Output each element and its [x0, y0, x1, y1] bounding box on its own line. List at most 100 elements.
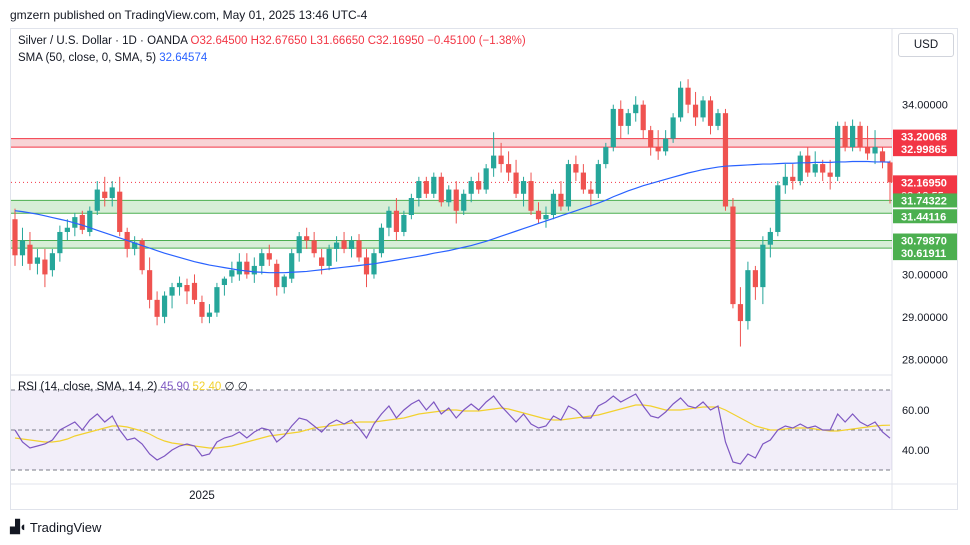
candle-body — [476, 181, 482, 190]
price-tick-label: 29.00000 — [902, 312, 948, 324]
candle-body — [543, 215, 549, 220]
candle-89 — [677, 81, 684, 122]
candle-51 — [393, 198, 400, 241]
candle-55 — [423, 176, 429, 199]
candle-body — [461, 193, 467, 211]
candle-body — [259, 253, 265, 266]
candle-39 — [304, 227, 310, 249]
price-label-box — [893, 209, 957, 224]
candle-86 — [655, 130, 661, 160]
candle-body — [565, 164, 572, 207]
candle-14 — [117, 176, 123, 237]
candle-108 — [820, 159, 826, 182]
candle-17 — [139, 238, 145, 275]
candle-body — [685, 87, 691, 105]
rsi-value: 45.90 — [160, 381, 190, 393]
rsi-extra: ∅ ∅ — [224, 381, 248, 393]
price-label-box — [893, 246, 957, 261]
close-value: C32.16950 — [367, 35, 425, 47]
candle-12 — [102, 176, 108, 207]
candle-117 — [887, 160, 893, 204]
candle-19 — [154, 291, 160, 326]
candle-body — [505, 164, 512, 173]
footer-brand[interactable]: ▟◖ TradingView — [10, 519, 101, 535]
price-label-resistance: 32.99865 — [893, 142, 957, 157]
symbol-title[interactable]: Silver / U.S. Dollar · 1D · OANDA — [18, 35, 188, 47]
candle-body — [102, 191, 108, 199]
candle-1 — [19, 227, 26, 266]
candle-26 — [206, 304, 213, 324]
candle-114 — [864, 125, 871, 160]
candle-21 — [169, 282, 175, 309]
price-tick-label: 30.00000 — [902, 269, 948, 281]
candle-body — [857, 125, 863, 148]
candle-body — [610, 108, 616, 148]
candle-101 — [767, 227, 773, 258]
candle-body — [266, 253, 272, 260]
candle-body — [715, 113, 721, 126]
sma-label[interactable]: SMA (50, close, 0, SMA, 5) — [18, 52, 157, 64]
candle-99 — [752, 265, 758, 300]
candle-body — [491, 155, 497, 169]
candle-body — [707, 100, 714, 126]
price-label-box — [893, 129, 957, 144]
candle-2 — [27, 231, 33, 271]
candle-37 — [289, 248, 295, 283]
candle-body — [850, 125, 856, 148]
candle-body — [139, 240, 145, 271]
candle-54 — [416, 176, 422, 207]
candle-73 — [558, 181, 564, 211]
candle-0 — [12, 208, 18, 266]
candle-body — [887, 162, 893, 183]
candle-body — [483, 168, 489, 190]
candle-41 — [319, 248, 325, 275]
tv-logo-icon: ▟◖ — [10, 519, 27, 534]
currency-button[interactable]: USD — [898, 33, 954, 57]
candle-52 — [401, 210, 407, 237]
candle-body — [221, 278, 228, 286]
candle-24 — [191, 274, 198, 305]
price-label-text: 30.61911 — [901, 248, 946, 260]
candle-body — [588, 189, 594, 194]
candle-body — [730, 206, 736, 305]
candle-74 — [565, 159, 572, 211]
candle-body — [737, 304, 744, 322]
candle-111 — [842, 121, 848, 152]
candle-105 — [797, 151, 803, 186]
rsi-label[interactable]: RSI (14, close, SMA, 14, 2) — [18, 381, 158, 393]
candle-63 — [483, 164, 489, 194]
candle-107 — [812, 151, 818, 177]
candle-body — [618, 108, 624, 126]
candle-body — [319, 257, 325, 266]
candle-body — [236, 261, 242, 275]
zone-resistance — [11, 138, 892, 148]
rsi-line — [14, 393, 891, 465]
candle-18 — [147, 257, 153, 309]
candle-body — [416, 181, 422, 199]
candle-body — [214, 287, 220, 313]
candle-body — [648, 130, 654, 148]
candle-body — [326, 248, 332, 266]
candle-body — [169, 287, 175, 296]
candle-10 — [87, 206, 93, 237]
candle-body — [311, 240, 317, 254]
candle-30 — [236, 253, 242, 281]
candle-body — [745, 270, 751, 322]
candle-body — [767, 231, 773, 245]
candle-57 — [438, 172, 444, 207]
candle-25 — [199, 295, 205, 324]
open-value: O32.64500 — [190, 35, 248, 47]
candle-82 — [625, 108, 631, 135]
price-label-box — [893, 193, 957, 208]
candle-69 — [528, 172, 534, 215]
candle-body — [132, 242, 138, 249]
candle-body — [87, 210, 93, 232]
candle-15 — [124, 227, 130, 258]
candle-body — [49, 253, 55, 271]
price-label-text: 31.74322 — [901, 195, 947, 207]
brand-name: TradingView — [29, 519, 102, 535]
candle-78 — [595, 159, 601, 199]
candle-8 — [72, 212, 78, 237]
candle-body — [64, 227, 70, 232]
